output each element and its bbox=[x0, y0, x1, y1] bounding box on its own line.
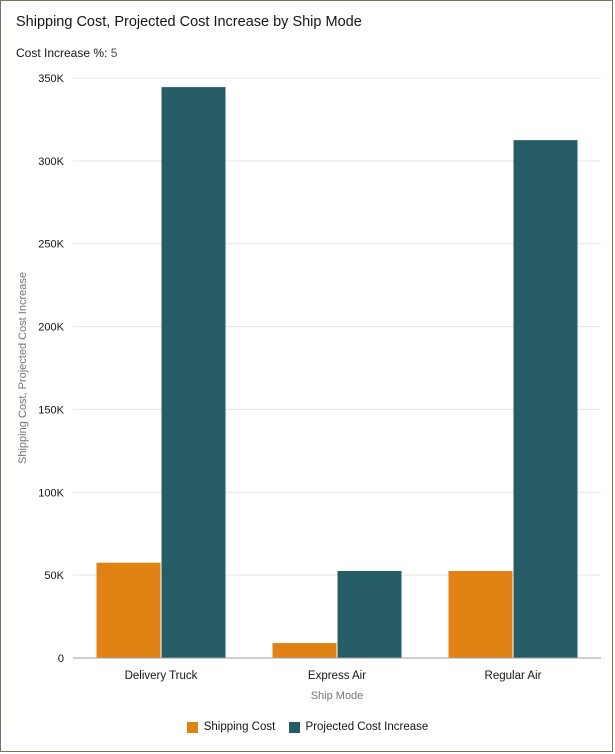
y-tick-label: 250K bbox=[38, 239, 64, 251]
legend-item-projected-cost-increase[interactable]: Projected Cost Increase bbox=[288, 721, 429, 733]
x-tick-label: Express Air bbox=[308, 670, 366, 682]
cost-increase-parameter[interactable]: Cost Increase %: 5 bbox=[16, 46, 117, 60]
y-axis-title: Shipping Cost, Projected Cost Increase bbox=[17, 272, 29, 464]
bar-projected-cost-increase[interactable] bbox=[337, 571, 402, 658]
y-tick-label: 100K bbox=[38, 487, 64, 499]
y-tick-label: 200K bbox=[38, 322, 64, 334]
legend-label-projected-cost-increase: Projected Cost Increase bbox=[305, 721, 429, 733]
y-tick-label: 300K bbox=[38, 156, 64, 168]
x-tick-label: Regular Air bbox=[485, 670, 542, 682]
y-tick-label: 350K bbox=[38, 73, 64, 85]
chart-title: Shipping Cost, Projected Cost Increase b… bbox=[16, 14, 362, 30]
y-tick-label: 150K bbox=[38, 404, 64, 416]
parameter-value[interactable]: 5 bbox=[110, 46, 118, 60]
x-axis-title: Ship Mode bbox=[311, 690, 364, 702]
legend: Shipping Cost Projected Cost Increase bbox=[1, 721, 614, 736]
y-tick-label: 50K bbox=[44, 570, 64, 582]
legend-item-shipping-cost[interactable]: Shipping Cost bbox=[186, 721, 276, 733]
parameter-label: Cost Increase %: bbox=[16, 46, 108, 60]
bar-projected-cost-increase[interactable] bbox=[161, 87, 226, 659]
bar-shipping-cost[interactable] bbox=[272, 643, 337, 658]
bar-shipping-cost[interactable] bbox=[448, 571, 513, 658]
legend-swatch-projected-cost-increase bbox=[288, 721, 300, 733]
x-tick-label: Delivery Truck bbox=[125, 670, 198, 682]
legend-swatch-shipping-cost bbox=[186, 721, 198, 733]
bar-projected-cost-increase[interactable] bbox=[513, 140, 578, 659]
y-tick-label: 0 bbox=[58, 653, 64, 665]
legend-label-shipping-cost: Shipping Cost bbox=[203, 721, 276, 733]
bar-shipping-cost[interactable] bbox=[96, 562, 161, 658]
